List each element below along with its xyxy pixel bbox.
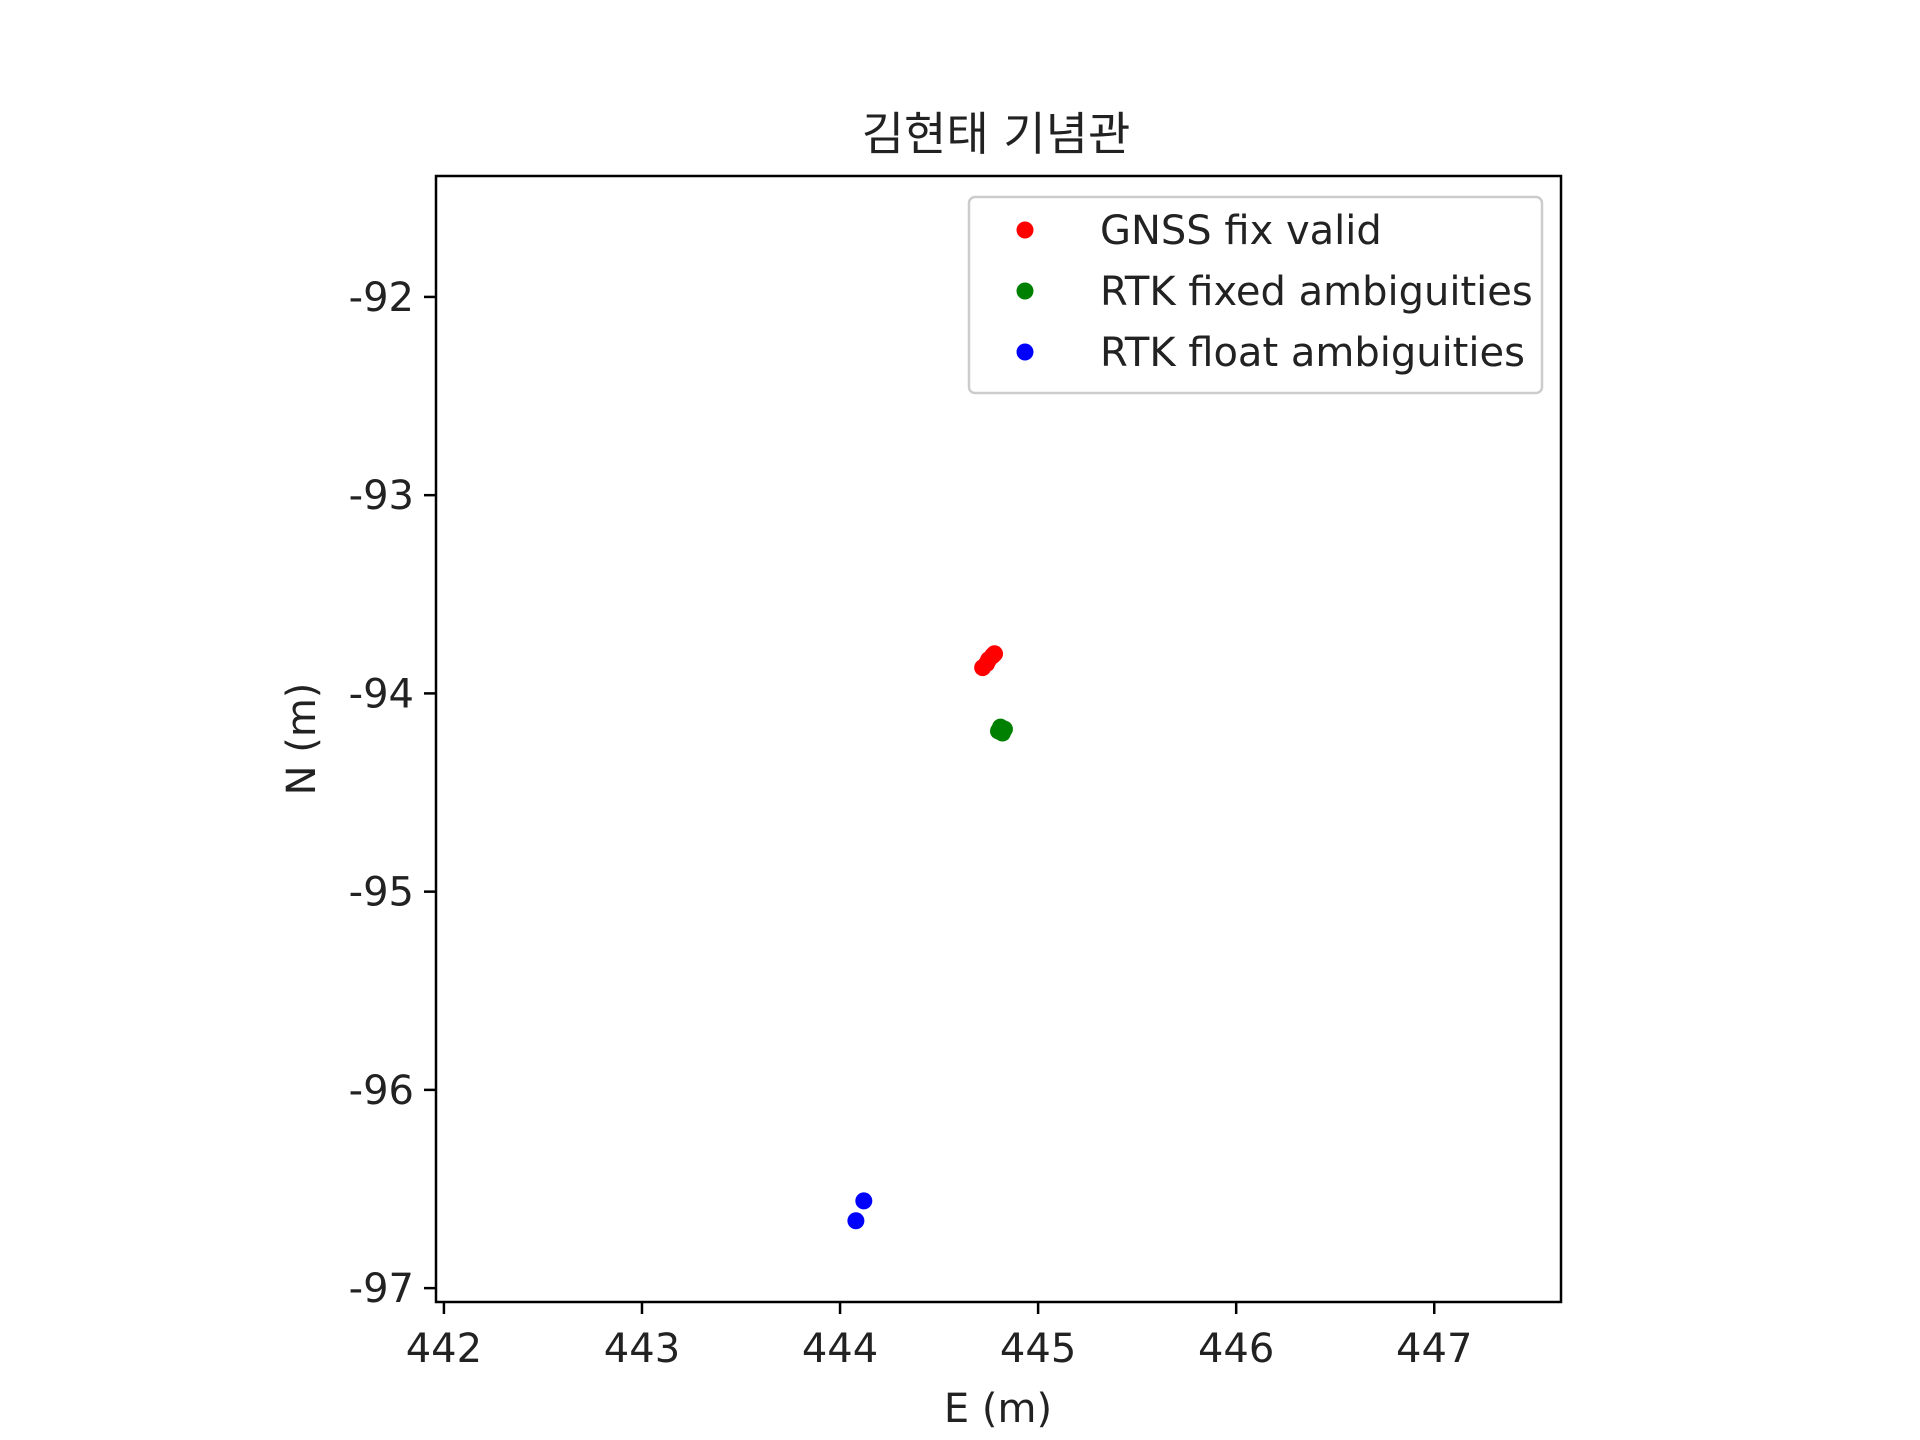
y-tick-label: -93 bbox=[349, 473, 414, 519]
legend-marker bbox=[1016, 282, 1034, 300]
y-tick-label: -96 bbox=[349, 1068, 414, 1114]
legend-label: GNSS fix valid bbox=[1100, 208, 1382, 254]
chart-title: 김현태 기념관 bbox=[862, 107, 1131, 161]
data-point bbox=[847, 1212, 865, 1230]
legend-marker bbox=[1016, 343, 1034, 361]
x-tick-label: 442 bbox=[406, 1326, 482, 1372]
x-axis-ticks: 442 443 444 445 446 447 bbox=[406, 1302, 1472, 1372]
x-tick-label: 443 bbox=[604, 1326, 680, 1372]
y-tick-label: -94 bbox=[349, 671, 414, 717]
x-axis-label: E (m) bbox=[944, 1386, 1052, 1432]
x-tick-label: 445 bbox=[1000, 1326, 1076, 1372]
data-point bbox=[855, 1192, 873, 1210]
data-point bbox=[990, 722, 1007, 740]
x-tick-label: 444 bbox=[802, 1326, 878, 1372]
y-axis-ticks: -92 -93 -94 -95 -96 -97 bbox=[349, 275, 436, 1312]
y-tick-label: -92 bbox=[349, 275, 414, 321]
x-tick-label: 446 bbox=[1198, 1326, 1274, 1372]
legend-label: RTK float ambiguities bbox=[1100, 330, 1525, 376]
legend-label: RTK fixed ambiguities bbox=[1100, 269, 1533, 315]
plot-frame bbox=[434, 174, 1563, 1304]
legend-marker bbox=[1016, 221, 1034, 239]
data-points bbox=[847, 645, 1013, 1230]
legend-box bbox=[967, 195, 1544, 395]
y-tick-label: -97 bbox=[349, 1266, 414, 1312]
y-tick-label: -95 bbox=[349, 870, 414, 916]
data-point bbox=[986, 645, 1004, 663]
legend: GNSS fix valid RTK fixed ambiguities RTK f… bbox=[967, 195, 1544, 395]
y-axis-label: N (m) bbox=[279, 683, 325, 796]
x-tick-label: 447 bbox=[1396, 1326, 1472, 1372]
